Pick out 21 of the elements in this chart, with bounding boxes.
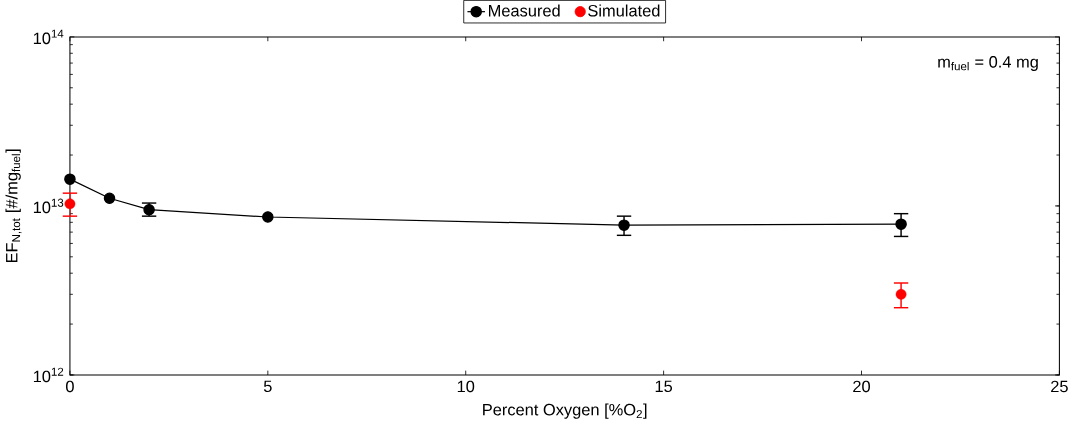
x-tick-label: 10 (457, 380, 475, 393)
point (64, 173, 76, 185)
point (895, 218, 907, 230)
y-axis-title: EF$_{N,tot}$ [#/mg$_{fuel}$] (5, 149, 22, 262)
x-tick-label: 20 (853, 380, 870, 393)
y-tick-label: 10$^{13}$ (33, 198, 64, 214)
point (618, 219, 630, 231)
x-tick-label: 0 (66, 380, 74, 393)
point (262, 211, 274, 223)
y-tick-label: 10$^{14}$ (33, 29, 64, 45)
legend-label: Simulated (588, 4, 660, 17)
point (895, 288, 907, 300)
x-tick-label: 25 (1051, 380, 1068, 393)
point (103, 192, 116, 204)
x-tick-label: 5 (263, 380, 272, 392)
legend-label: Measured (488, 4, 560, 17)
x-axis-title: Percent Oxygen [%O$_{2}$] (483, 403, 647, 419)
point (64, 198, 76, 209)
annotation: m$_{fuel}$ = 0.4 mg (938, 55, 1038, 71)
y-tick-label: 10$^{12}$ (33, 367, 64, 383)
x-tick-label: 15 (655, 380, 673, 392)
